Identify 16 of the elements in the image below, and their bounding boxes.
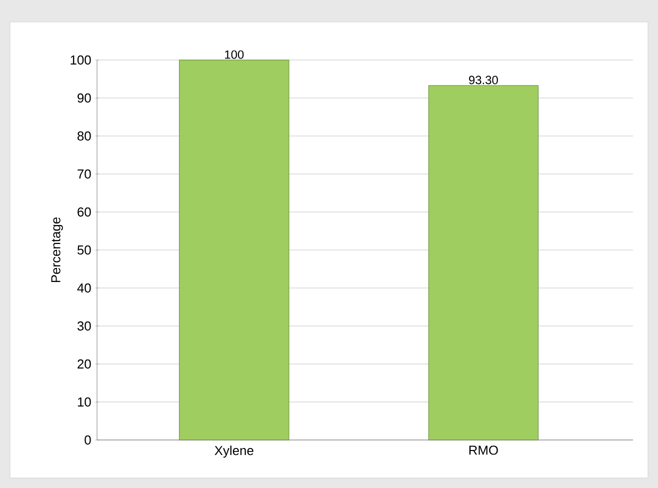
y-axis-title: Percentage xyxy=(51,217,63,282)
x-tick-label: RMO xyxy=(469,446,498,455)
y-tick-label: 90 xyxy=(78,93,91,103)
y-tick-label: 30 xyxy=(77,321,91,331)
y-tick-label: 40 xyxy=(77,283,91,293)
y-tick-label: 60 xyxy=(78,207,91,217)
y-tick-label: 80 xyxy=(78,131,91,141)
y-tick-label: 10 xyxy=(78,397,91,407)
data-label: 93.30 xyxy=(469,76,498,84)
y-tick-label: 0 xyxy=(84,435,91,445)
y-tick-label: 70 xyxy=(78,169,91,179)
y-tick-label: 100 xyxy=(70,55,91,65)
y-tick-label: 20 xyxy=(78,359,91,369)
x-tick-label: Xylene xyxy=(214,446,254,458)
data-label: 100 xyxy=(225,50,244,59)
y-tick-label: 50 xyxy=(77,245,91,255)
